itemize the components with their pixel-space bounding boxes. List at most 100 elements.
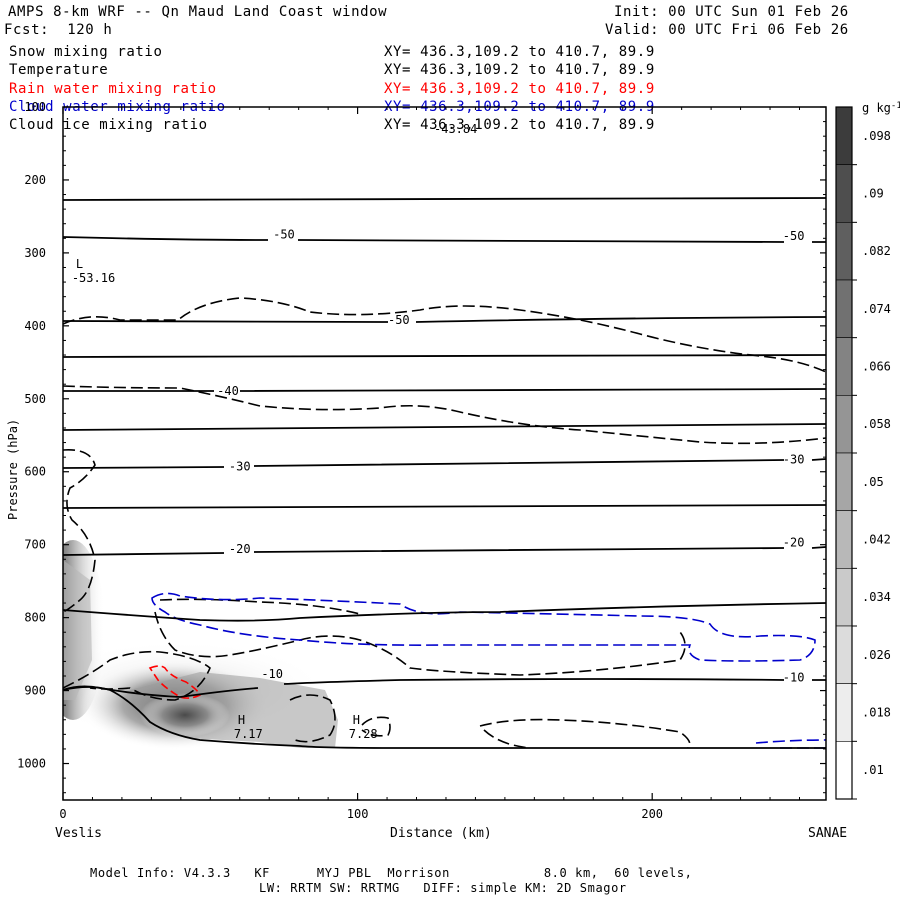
extremum-type: H [353, 713, 360, 727]
model-info-line1: Model Info: V4.3.3 KF MYJ PBL Morrison 8… [90, 866, 693, 880]
colorbar-label: .01 [862, 763, 884, 777]
y-axis: 100 200 300 400 500 600 700 800 900 1000 [17, 100, 826, 794]
temp-contour-2 [63, 236, 826, 243]
ice-contour-low-1 [63, 650, 211, 701]
model-info-line2: LW: RRTM SW: RRTMG DIFF: simple KM: 2D S… [259, 881, 627, 895]
colorbar-label: .026 [862, 648, 891, 662]
plot-frame [62, 106, 827, 801]
temperature-contours [63, 197, 826, 749]
y-tick-label: 400 [24, 319, 46, 333]
y-tick-label: 800 [24, 611, 46, 625]
extremum-value: -53.16 [72, 271, 115, 285]
colorbar-swatch [835, 452, 853, 511]
y-tick-label: 1000 [17, 757, 46, 771]
colorbar-label: .034 [862, 590, 891, 604]
y-tick-label: 200 [24, 173, 46, 187]
x-tick-label: 0 [59, 807, 66, 821]
colorbar-label: .074 [862, 302, 891, 316]
ice-contour-low-7 [483, 729, 531, 749]
colorbar-label: .042 [862, 533, 891, 547]
y-tick-label: 700 [24, 538, 46, 552]
colorbar-label: .082 [862, 244, 891, 258]
temp-contour-9 [63, 546, 826, 556]
colorbar-swatch [835, 222, 853, 281]
colorbar-swatch [835, 683, 853, 742]
temperature-label: -10 [783, 670, 805, 684]
colorbar-unit-exp: -1 [891, 101, 900, 111]
rain-water-contours [148, 665, 202, 699]
temperature-labels: -50 -50 -50 -40 -30 -30 -20 -20 -10 -10 [217, 228, 804, 685]
right-endpoint: SANAE [808, 826, 847, 841]
temperature-label: -30 [783, 452, 805, 466]
x-axis-title: Distance (km) [390, 826, 492, 841]
cloud-ice-contours [63, 297, 826, 749]
rain-water-contour [148, 665, 202, 699]
extremum-value: 7.28 [349, 727, 378, 741]
colorbar: g kg-1 .098 .09 .082 .074 .066 .058 .05 .042 .03… [835, 101, 900, 800]
ice-contour-low-6 [479, 718, 691, 749]
field-name-snow: Snow mixing ratio [9, 44, 163, 60]
ice-contour-low-2 [154, 611, 686, 676]
field-xy-snow: XY= 436.3,109.2 to 410.7, 89.9 [384, 44, 655, 60]
field-xy-rain: XY= 436.3,109.2 to 410.7, 89.9 [384, 81, 655, 97]
extremum-type: L [76, 257, 83, 271]
temp-contour-7 [63, 458, 826, 469]
colorbar-label: .05 [862, 475, 884, 489]
overlay-value: -43.84 [434, 122, 477, 136]
snow-shade-max [140, 693, 230, 737]
ice-contour-low-3 [159, 598, 361, 615]
temp-contour-4 [63, 354, 826, 358]
y-tick-label: 900 [24, 684, 46, 698]
temperature-label: -20 [229, 542, 251, 556]
ice-contour-upper [63, 297, 826, 373]
field-name-cloud-ice: Cloud ice mixing ratio [9, 117, 208, 133]
init-time: Init: 00 UTC Sun 01 Feb 26 [614, 4, 849, 20]
temperature-label: -40 [217, 384, 239, 398]
temperature-label: -50 [273, 228, 295, 242]
field-name-rain: Rain water mixing ratio [9, 81, 217, 97]
y-tick-label: 600 [24, 465, 46, 479]
temperature-label: -30 [229, 460, 251, 474]
colorbar-swatch [835, 568, 853, 627]
temperature-label: -20 [783, 535, 805, 549]
ice-contour-low-5 [361, 716, 391, 737]
extremum-type: H [238, 713, 245, 727]
snow-shading [63, 540, 338, 750]
y-tick-label: 500 [24, 392, 46, 406]
temperature-label: -50 [388, 313, 410, 327]
left-endpoint: Veslis [55, 826, 102, 841]
cloud-water-contour-2 [755, 739, 826, 744]
cloud-water-contour-1 [151, 592, 816, 662]
temp-contour-10 [63, 602, 826, 622]
plot-title: AMPS 8-km WRF -- Qn Maud Land Coast wind… [8, 4, 388, 20]
colorbar-unit-base: g kg [862, 101, 891, 115]
ice-contour-coast [63, 448, 96, 613]
x-axis: 0 100 200 [59, 107, 800, 821]
temp-contour-1 [63, 197, 826, 201]
extremum-value: 7.17 [234, 727, 263, 741]
temp-contour-6 [63, 423, 826, 431]
y-tick-label: 100 [24, 100, 46, 114]
temp-contour-surface [63, 686, 826, 749]
x-tick-label: 200 [641, 807, 663, 821]
colorbar-label: .058 [862, 417, 891, 431]
temp-contour-3 [63, 316, 826, 323]
colorbar-unit: g kg-1 [862, 101, 900, 115]
colorbar-swatch [835, 625, 853, 684]
field-xy-cloud-ice: XY= 436.3,109.2 to 410.7, 89.9 [384, 117, 655, 133]
y-tick-label: 300 [24, 246, 46, 260]
forecast-hour: Fcst: 120 h [4, 22, 113, 38]
colorbar-swatch [835, 279, 853, 338]
colorbar-swatch [835, 395, 853, 454]
x-tick-label: 100 [347, 807, 369, 821]
colorbar-swatch [835, 337, 853, 396]
colorbar-swatch [835, 510, 853, 569]
field-xy-temperature: XY= 436.3,109.2 to 410.7, 89.9 [384, 62, 655, 78]
ice-contour-mid [63, 385, 826, 445]
colorbar-swatch [835, 106, 853, 165]
field-name-temperature: Temperature [9, 62, 109, 78]
temperature-label: -50 [783, 229, 805, 243]
colorbar-swatch [835, 164, 853, 223]
